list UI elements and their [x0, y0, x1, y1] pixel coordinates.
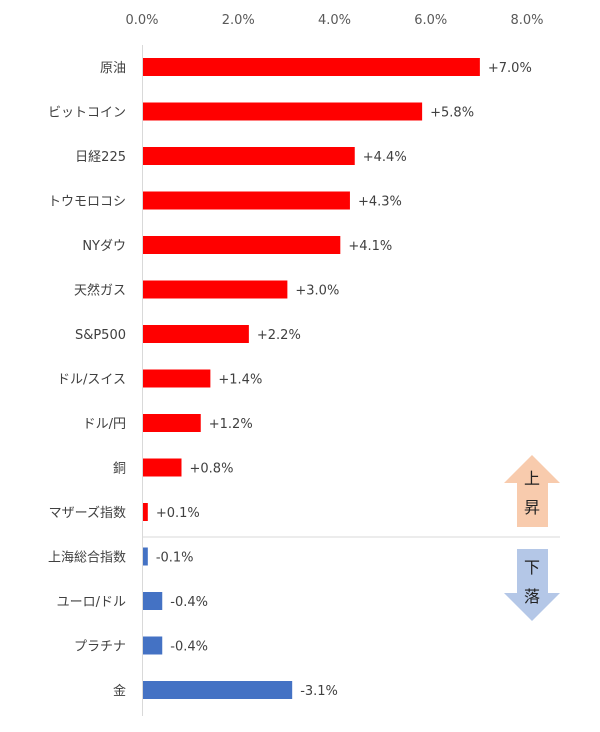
data-label: -0.4%	[170, 640, 208, 655]
category-label: ビットコイン	[48, 106, 126, 121]
data-label: +1.4%	[218, 373, 262, 388]
x-tick-label: 8.0%	[510, 13, 543, 28]
data-label: +0.1%	[156, 506, 200, 521]
category-label: 原油	[100, 61, 126, 76]
x-tick-label: 4.0%	[318, 13, 351, 28]
bar-row: トウモロコシ +4.3%	[48, 191, 402, 210]
category-label: ドル/円	[83, 417, 126, 432]
bar	[143, 58, 480, 76]
category-label: プラチナ	[74, 640, 126, 655]
category-label: NYダウ	[82, 239, 126, 254]
down-arrow-label-2: 落	[524, 587, 540, 606]
data-label: +4.1%	[348, 239, 392, 254]
x-tick-label: 2.0%	[222, 13, 255, 28]
bar	[143, 280, 288, 299]
bar-row: 日経225 +4.4%	[75, 147, 407, 165]
bar	[143, 102, 423, 121]
bar-row: NYダウ +4.1%	[82, 236, 392, 254]
data-label: +7.0%	[488, 61, 532, 76]
bar-row: 銅 +0.8%	[113, 458, 234, 477]
data-label: -3.1%	[300, 684, 338, 699]
bar-row: S&P500 +2.2%	[75, 325, 301, 343]
category-label: 上海総合指数	[48, 551, 126, 566]
bar-row: ドル/円 +1.2%	[83, 414, 253, 432]
category-label: マザーズ指数	[49, 505, 126, 521]
data-label: -0.1%	[156, 551, 194, 566]
data-label: +0.8%	[190, 462, 234, 477]
category-label: S&P500	[75, 328, 126, 343]
bar	[143, 681, 293, 699]
bar-row: ドル/スイス +1.4%	[57, 369, 262, 388]
bar	[143, 547, 148, 566]
bar-row: プラチナ -0.4%	[74, 636, 208, 655]
bar	[143, 458, 182, 477]
bar-row: 原油 +7.0%	[100, 58, 532, 76]
bar	[143, 147, 355, 165]
up-arrow: 上 昇	[504, 455, 560, 527]
bar	[143, 191, 350, 210]
bar-row: ユーロ/ドル -0.4%	[57, 592, 208, 610]
category-label: ユーロ/ドル	[57, 595, 126, 610]
bar	[143, 369, 211, 388]
data-label: -0.4%	[170, 595, 208, 610]
bar-row: 天然ガス +3.0%	[74, 280, 339, 299]
category-label: 金	[113, 683, 126, 699]
bar	[143, 236, 341, 254]
data-label: +1.2%	[209, 417, 253, 432]
data-label: +4.4%	[363, 150, 407, 165]
bar	[143, 592, 163, 610]
bar-row: マザーズ指数 +0.1%	[49, 503, 200, 521]
x-tick-label: 0.0%	[125, 13, 158, 28]
data-label: +4.3%	[358, 195, 402, 210]
bar-row: 上海総合指数 -0.1%	[48, 547, 194, 566]
data-label: +2.2%	[257, 328, 301, 343]
bar-row: 金 -3.1%	[113, 681, 338, 699]
bar-row: ビットコイン +5.8%	[48, 102, 474, 121]
bar	[143, 414, 201, 432]
category-label: ドル/スイス	[57, 373, 126, 388]
bar	[143, 503, 148, 521]
data-label: +3.0%	[295, 284, 339, 299]
category-label: トウモロコシ	[48, 195, 126, 210]
bar	[143, 636, 163, 655]
down-arrow-label-1: 下	[524, 558, 540, 577]
x-tick-label: 6.0%	[414, 13, 447, 28]
category-label: 銅	[113, 462, 126, 477]
data-label: +5.8%	[430, 106, 474, 121]
down-arrow: 下 落	[504, 549, 560, 621]
category-label: 日経225	[75, 150, 126, 165]
up-arrow-label-2: 昇	[524, 498, 540, 517]
bar	[143, 325, 249, 343]
category-label: 天然ガス	[74, 283, 126, 299]
up-arrow-label-1: 上	[524, 469, 540, 488]
